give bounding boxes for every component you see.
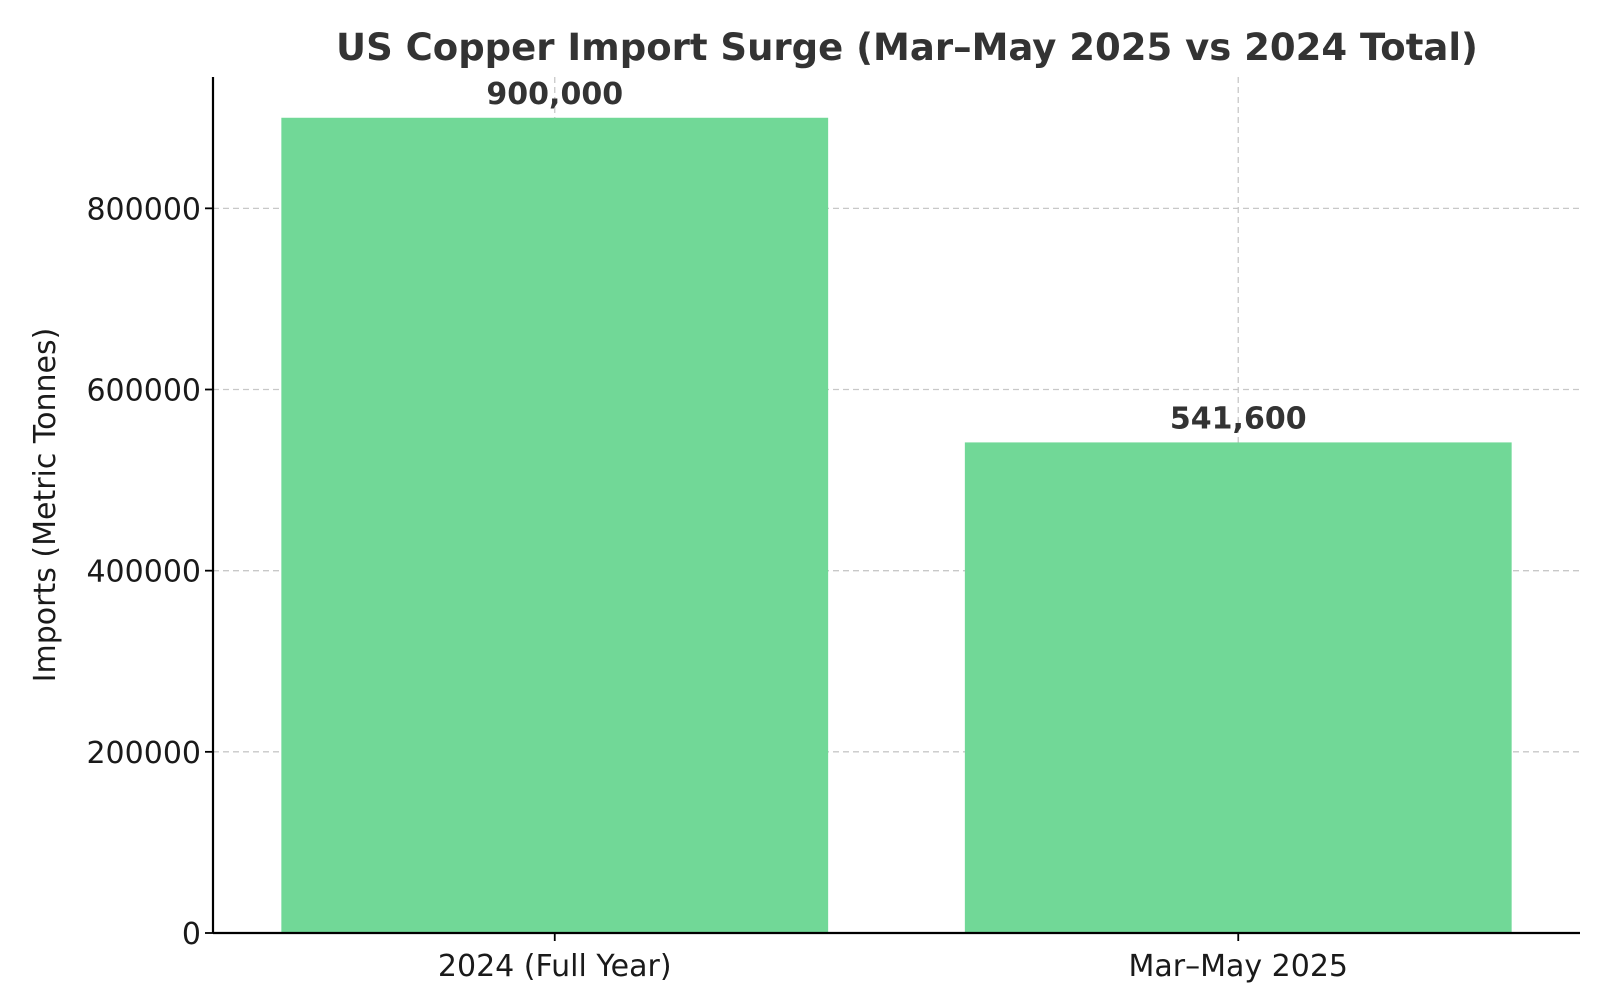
bar-0 — [281, 117, 829, 933]
y-tick-label: 200000 — [86, 736, 201, 771]
x-tick-label: Mar–May 2025 — [1128, 949, 1348, 984]
data-labels-layer: 900,000 541,600 — [486, 77, 1306, 437]
y-tick-label: 600000 — [86, 374, 201, 409]
chart-title: US Copper Import Surge (Mar–May 2025 vs … — [336, 26, 1478, 69]
y-tick-label: 800000 — [86, 192, 201, 227]
ticks-layer: 0 200000 400000 600000 800000 2024 (Full Year… — [86, 192, 1348, 984]
y-tick-label: 400000 — [86, 555, 201, 590]
axes-layer — [211, 77, 1580, 935]
y-tick-label: 0 — [182, 917, 201, 952]
bars-layer — [281, 117, 1512, 933]
x-tick-label: 2024 (Full Year) — [438, 949, 672, 984]
bar-1 — [964, 442, 1512, 933]
bar-value-label: 541,600 — [1170, 401, 1307, 436]
y-axis-label: Imports (Metric Tonnes) — [28, 328, 63, 683]
bar-value-label: 900,000 — [486, 77, 623, 112]
